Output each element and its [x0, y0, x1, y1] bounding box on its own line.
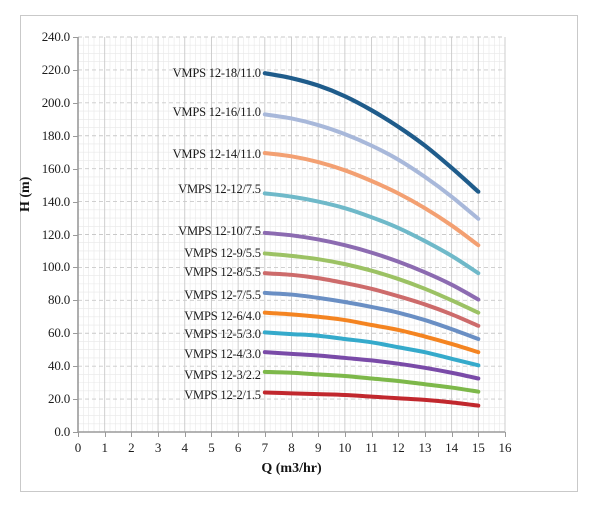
x-axis-tick-label: 7	[261, 440, 269, 455]
x-axis-tickmark	[505, 432, 506, 437]
x-axis-tickmark	[184, 432, 186, 437]
y-axis-tickmark	[73, 37, 78, 38]
x-axis-tick-label: 0	[74, 440, 82, 455]
x-axis-tick-label: 10	[338, 440, 352, 455]
curve-series	[262, 151, 481, 248]
series-label: VMPS 12-12/7.5	[178, 182, 261, 196]
y-axis-tick-label: 40.0	[48, 358, 70, 374]
y-axis-tickmark	[73, 234, 78, 236]
series-label: VMPS 12-6/4.0	[184, 309, 261, 323]
curve-series	[262, 290, 481, 342]
y-axis-tickmark	[73, 69, 78, 71]
curve-series	[262, 330, 481, 368]
x-axis-tick-label: 15	[471, 440, 485, 455]
y-axis-tick-label: 180.0	[41, 127, 70, 143]
series-label: VMPS 12-8/5.5	[184, 265, 261, 279]
y-axis-tickmark	[73, 399, 78, 401]
x-axis-tickmark	[478, 432, 480, 437]
x-axis-tick-label: 1	[101, 440, 108, 455]
x-axis-tickmark	[398, 432, 400, 437]
curve-series	[262, 310, 481, 355]
y-axis-tickmark	[73, 168, 78, 170]
x-axis-tickmark	[158, 432, 160, 437]
x-axis-tickmark	[78, 432, 79, 437]
y-axis-tick-label: 240.0	[41, 29, 70, 44]
curve-series	[262, 390, 481, 408]
y-axis-tick-label: 20.0	[48, 391, 70, 407]
y-axis-tick-label: 0.0	[54, 424, 70, 439]
series-label: VMPS 12-9/5.5	[184, 246, 261, 260]
x-axis-tickmark	[104, 432, 106, 437]
x-axis-tickmark	[371, 432, 373, 437]
curve-series	[262, 350, 481, 381]
curve-series	[262, 271, 481, 328]
x-axis-tick-label: 11	[365, 440, 378, 455]
series-label: VMPS 12-14/11.0	[172, 147, 261, 161]
y-axis-tick-label: 200.0	[41, 94, 70, 110]
y-axis-tick-label: 220.0	[41, 61, 70, 77]
series-label: VMPS 12-2/1.5	[184, 388, 261, 402]
x-axis-tick-label: 5	[208, 440, 215, 455]
y-axis-tick-label: 60.0	[48, 325, 70, 341]
x-axis-tickmark	[424, 432, 426, 437]
plot-area	[77, 36, 506, 433]
curve-series	[262, 251, 481, 315]
series-label: VMPS 12-7/5.5	[184, 288, 261, 302]
x-axis-tick-label: 13	[418, 440, 432, 455]
y-axis-tickmark	[73, 135, 78, 137]
x-axis-tickmark	[238, 432, 240, 437]
y-axis-tick-label: 160.0	[41, 160, 70, 176]
series-label: VMPS 12-4/3.0	[184, 347, 261, 361]
x-axis-tickmark	[344, 432, 346, 437]
x-axis-tick-label: 3	[154, 440, 162, 455]
x-axis-tickmark	[451, 432, 453, 437]
x-axis-tick-label: 4	[181, 440, 189, 455]
curve-series	[262, 112, 481, 221]
series-label: VMPS 12-18/11.0	[172, 66, 261, 80]
x-axis-tickmark	[131, 432, 133, 437]
y-axis-tickmark	[73, 102, 78, 104]
x-axis-tickmark	[291, 432, 293, 437]
curve-series	[262, 230, 481, 302]
curve-series-group	[262, 71, 481, 408]
x-axis-tick-label: 12	[391, 440, 405, 455]
x-axis-title: Q (m3/hr)	[261, 461, 322, 476]
y-axis-tickmark	[73, 267, 78, 269]
y-axis-tick-label: 120.0	[41, 226, 70, 242]
y-axis-tick-label: 80.0	[48, 292, 70, 308]
y-axis-tick-label: 140.0	[41, 193, 70, 209]
series-label: VMPS 12-5/3.0	[184, 327, 261, 341]
y-axis-tickmark	[73, 300, 78, 302]
x-axis-tick-label: 14	[445, 440, 459, 455]
y-axis-tick-label: 100.0	[41, 259, 70, 275]
x-axis-tickmark	[264, 432, 266, 437]
series-label: VMPS 12-10/7.5	[178, 224, 261, 238]
x-axis-tick-label: 16	[498, 440, 512, 455]
x-axis-tickmark	[211, 432, 213, 437]
curve-series	[262, 369, 481, 394]
series-label: VMPS 12-3/2.2	[184, 368, 261, 382]
x-axis-tickmark	[318, 432, 320, 437]
curve-series	[262, 71, 481, 194]
y-axis-tickmark	[73, 201, 78, 203]
y-axis-tickmark	[73, 432, 78, 433]
y-axis-tickmark	[73, 333, 78, 335]
y-axis-tickmark	[73, 366, 78, 368]
x-axis-tick-label: 2	[128, 440, 135, 455]
x-axis-tick-label: 8	[288, 440, 295, 455]
series-label: VMPS 12-16/11.0	[172, 105, 261, 119]
x-axis-tick-label: 6	[234, 440, 242, 455]
x-axis-tick-label: 9	[314, 440, 322, 455]
curve-series	[262, 191, 481, 276]
